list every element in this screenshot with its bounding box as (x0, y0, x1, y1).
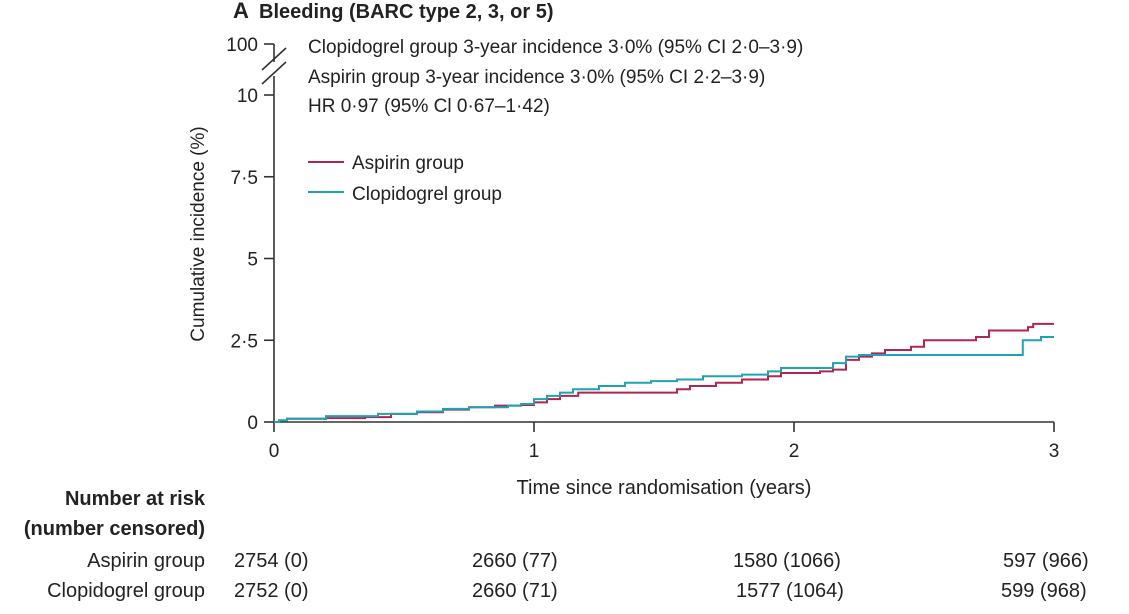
risk-cell: 1577 (1064) (736, 580, 844, 602)
y-tick-label: 0 (247, 413, 258, 434)
risk-table-header-line1: Number at risk (64, 488, 205, 510)
risk-cell: 2660 (71) (472, 580, 558, 602)
x-tick-label: 3 (1049, 441, 1060, 462)
chart-title: Bleeding (BARC type 2, 3, or 5) (259, 1, 554, 23)
panel-letter: A (233, 0, 249, 23)
legend: Aspirin group Clopidogrel group (308, 153, 502, 205)
y-tick-label: 7·5 (231, 168, 258, 189)
risk-cell: 599 (968) (1001, 580, 1087, 602)
series-line-aspirin (274, 322, 1054, 423)
risk-cell: 2660 (77) (472, 550, 558, 572)
legend-label-aspirin: Aspirin group (352, 153, 464, 174)
risk-cell: 597 (966) (1003, 550, 1089, 572)
x-tick-label: 2 (789, 441, 800, 462)
risk-cell: 1580 (1066) (733, 550, 841, 572)
y-tick-label: 2·5 (231, 331, 258, 352)
x-tick-label: 1 (529, 441, 540, 462)
y-tick-label: 10 (237, 86, 258, 107)
axis-break-mark-1 (261, 47, 287, 71)
x-tick-label: 0 (269, 441, 280, 462)
y-tick-label-100: 100 (226, 35, 258, 56)
axes (261, 43, 1054, 423)
risk-cell: 2752 (0) (234, 580, 309, 602)
x-ticks: 0 1 2 3 (269, 422, 1060, 462)
series-lines (274, 322, 1054, 423)
risk-table-header-line2: (number censored) (23, 518, 205, 540)
legend-label-clopidogrel: Clopidogrel group (352, 184, 502, 205)
series-line-clopidogrel (274, 335, 1054, 423)
risk-row-label-clopidogrel: Clopidogrel group (47, 580, 205, 602)
annotation-hazard-ratio: HR 0·97 (95% Cl 0·67–1·42) (308, 96, 550, 117)
annotation-clopidogrel-incidence: Clopidogrel group 3-year incidence 3·0% … (308, 37, 803, 58)
x-axis-label: Time since randomisation (years) (517, 477, 812, 499)
risk-row-label-aspirin: Aspirin group (87, 550, 205, 572)
axis-break-mark-2 (261, 61, 287, 85)
y-tick-label: 5 (247, 250, 258, 271)
y-ticks: 0 2·5 5 7·5 10 (231, 86, 274, 434)
annotation-aspirin-incidence: Aspirin group 3-year incidence 3·0% (95%… (308, 67, 765, 88)
y-axis-label: Cumulative incidence (%) (188, 126, 209, 341)
risk-cell: 2754 (0) (234, 550, 309, 572)
